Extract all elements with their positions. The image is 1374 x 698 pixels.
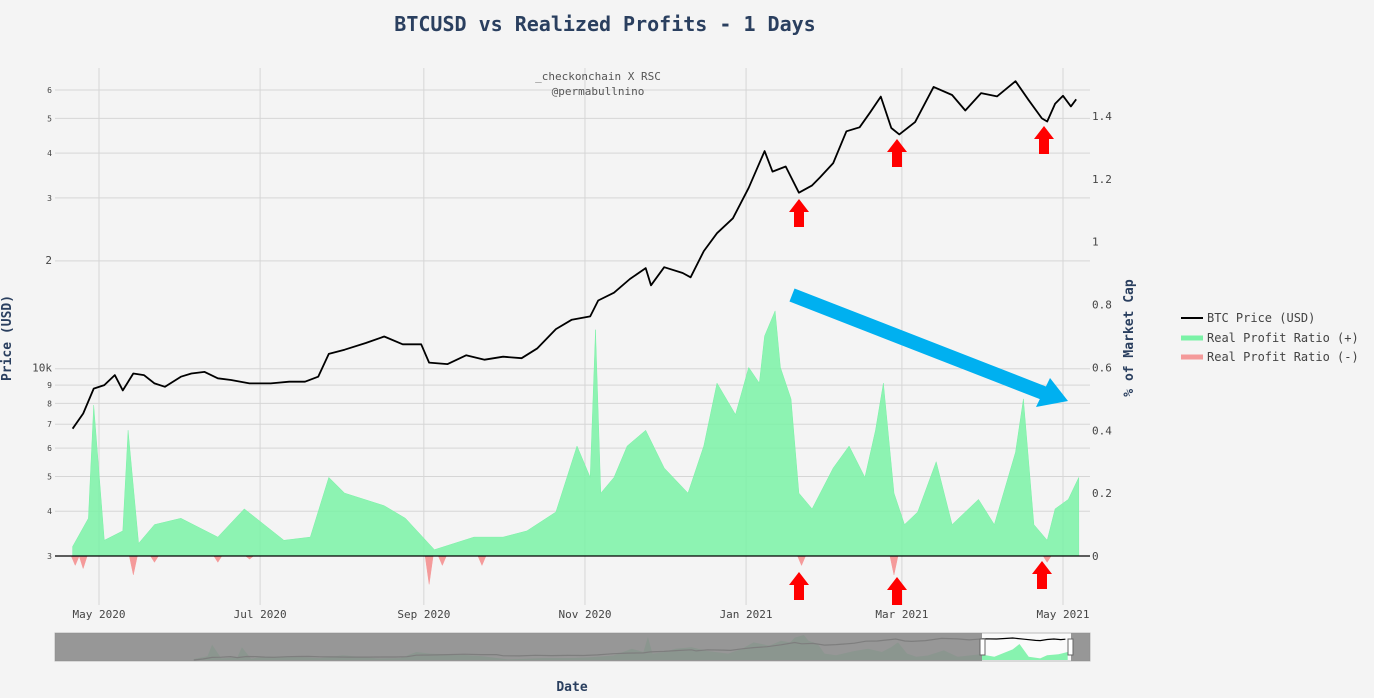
y-right-tick-label: 0.4 bbox=[1092, 424, 1112, 437]
y-left-tick-label: 2 bbox=[45, 254, 52, 267]
y-left-tick-label: 3 bbox=[47, 552, 52, 561]
y-left-tick-label: 4 bbox=[47, 149, 52, 158]
y-right-tick-label: 0.2 bbox=[1092, 487, 1112, 500]
range-slider-handle-left[interactable] bbox=[979, 638, 986, 656]
profit-spike-negative bbox=[150, 555, 159, 563]
watermark-line-2: @permabullnino bbox=[552, 85, 645, 98]
y-right-tick-label: 1.4 bbox=[1092, 110, 1112, 123]
price-line-group bbox=[71, 80, 1077, 430]
legend-item-profit-pos[interactable]: Real Profit Ratio (+) bbox=[1181, 331, 1359, 345]
blue-arrow-head bbox=[1036, 378, 1068, 407]
y-left-tick-label: 5 bbox=[47, 473, 52, 482]
profit-spike-negative bbox=[129, 555, 138, 575]
profit-spike-negative bbox=[424, 555, 434, 585]
y-left-tick-label: 8 bbox=[47, 399, 52, 408]
red-arrow-up bbox=[887, 577, 907, 605]
y-right-tick-label: 0.8 bbox=[1092, 299, 1112, 312]
red-arrow-up bbox=[1032, 561, 1052, 589]
profit-spike-negative bbox=[797, 555, 806, 567]
price-line bbox=[71, 80, 1077, 430]
x-tick-label: Mar 2021 bbox=[875, 608, 928, 621]
y-axis-right-title: % of Market Cap bbox=[1122, 279, 1137, 397]
legend-label-profit-pos: Real Profit Ratio (+) bbox=[1207, 331, 1359, 345]
x-tick-label: Nov 2020 bbox=[558, 608, 611, 621]
x-tick-label: Sep 2020 bbox=[397, 608, 450, 621]
x-tick-label: May 2021 bbox=[1037, 608, 1090, 621]
range-slider[interactable] bbox=[54, 632, 1091, 662]
arrow-annotations bbox=[789, 126, 1068, 605]
range-slider-handle-right[interactable] bbox=[1067, 638, 1074, 656]
profit-spike-negative bbox=[1042, 555, 1052, 563]
y-left-tick-label: 5 bbox=[47, 114, 52, 123]
profit-area-group bbox=[55, 310, 1090, 585]
y-right-tick-label: 1.2 bbox=[1092, 173, 1112, 186]
y-left-tick-label: 4 bbox=[47, 507, 52, 516]
blue-arrow-shaft bbox=[789, 288, 1049, 401]
profit-spike-negative bbox=[78, 555, 88, 570]
y-left-tick-label: 10k bbox=[32, 362, 52, 375]
legend: BTC Price (USD) Real Profit Ratio (+) Re… bbox=[1181, 311, 1359, 364]
profit-spike-negative bbox=[477, 555, 487, 567]
y-axis-left-title: Price (USD) bbox=[0, 295, 15, 381]
y-right-tick-label: 0.6 bbox=[1092, 361, 1112, 374]
y-left-tick-label: 7 bbox=[47, 420, 52, 429]
y-left-tick-label: 3 bbox=[47, 194, 52, 203]
chart-title: BTCUSD vs Realized Profits - 1 Days bbox=[394, 12, 815, 36]
legend-label-price: BTC Price (USD) bbox=[1207, 311, 1315, 325]
profit-spike-negative bbox=[889, 555, 899, 575]
legend-item-profit-neg[interactable]: Real Profit Ratio (-) bbox=[1181, 350, 1359, 364]
red-arrow-up bbox=[789, 572, 809, 600]
y-left-tick-label: 6 bbox=[47, 86, 52, 95]
legend-item-price[interactable]: BTC Price (USD) bbox=[1181, 311, 1315, 325]
range-slider-mask-right bbox=[1071, 633, 1090, 661]
y-left-tick-label: 6 bbox=[47, 444, 52, 453]
red-arrow-up bbox=[887, 139, 907, 167]
profit-spike-negative bbox=[213, 555, 223, 563]
x-axis-title: Date bbox=[556, 680, 587, 695]
red-arrow-up bbox=[1034, 126, 1054, 154]
profit-area-positive bbox=[72, 310, 1080, 557]
x-tick-label: Jan 2021 bbox=[720, 608, 773, 621]
x-tick-label: Jul 2020 bbox=[234, 608, 287, 621]
x-tick-label: May 2020 bbox=[73, 608, 126, 621]
legend-label-profit-neg: Real Profit Ratio (-) bbox=[1207, 350, 1359, 364]
watermark-line-1: _checkonchain X RSC bbox=[535, 70, 661, 83]
range-slider-mask-left bbox=[55, 633, 982, 661]
profit-spike-negative bbox=[70, 555, 80, 567]
axis-ticks: 3 4 5 6 7 8 9 10k 2 3 4 5 6 May 2020 Jul 2020 Sep 2020 N… bbox=[32, 86, 1112, 621]
y-right-tick-label: 0 bbox=[1092, 550, 1099, 563]
profit-spike-negative bbox=[437, 555, 447, 567]
red-arrow-up bbox=[789, 199, 809, 227]
y-right-tick-label: 1 bbox=[1092, 236, 1099, 249]
y-left-tick-label: 9 bbox=[47, 381, 52, 390]
